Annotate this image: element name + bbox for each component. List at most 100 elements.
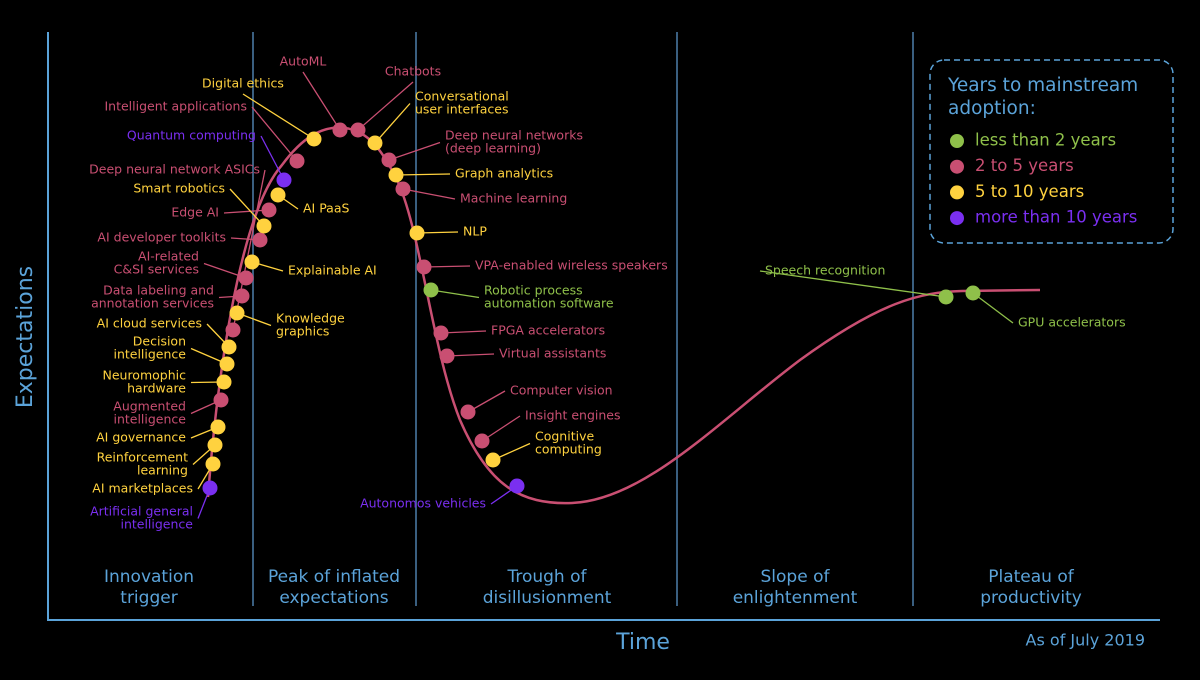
item-dot	[205, 456, 221, 472]
item-dot	[234, 288, 250, 304]
item-dot	[332, 122, 348, 138]
leader-line	[260, 135, 285, 181]
item-dot	[244, 254, 260, 270]
legend-swatch	[950, 134, 964, 148]
item-label: AI marketplaces	[92, 481, 193, 496]
item-dot	[238, 270, 254, 286]
item-dot	[256, 218, 272, 234]
item-label: Explainable AI	[288, 263, 377, 278]
leader-line	[251, 106, 298, 162]
leader-line	[242, 93, 315, 140]
item-label: Neuromophic	[102, 368, 186, 383]
leader-line	[374, 103, 411, 144]
item-label: annotation services	[91, 296, 214, 311]
item-label: AI-related	[138, 249, 199, 264]
item-label: user interfaces	[415, 102, 509, 117]
x-axis-label: Time	[615, 630, 670, 655]
item-label: FPGA accelerators	[491, 323, 605, 338]
item-label: C&SI services	[114, 262, 199, 277]
phase-label: trigger	[120, 588, 177, 608]
leader-line	[972, 292, 1014, 324]
item-dot	[261, 202, 277, 218]
legend-label: more than 10 years	[975, 208, 1137, 227]
leader-line	[430, 289, 480, 299]
item-label: Decision	[133, 334, 186, 349]
item-dot	[460, 404, 476, 420]
item-dot	[216, 374, 232, 390]
phase-label: Slope of	[761, 567, 831, 587]
item-label: Deep neural network ASICs	[89, 162, 260, 177]
item-label: (deep learning)	[445, 141, 541, 156]
leader-line	[388, 141, 441, 161]
item-label: GPU accelerators	[1018, 315, 1126, 330]
item-dot	[433, 325, 449, 341]
phase-label: productivity	[980, 588, 1082, 608]
item-label: Digital ethics	[202, 76, 284, 91]
legend-swatch	[950, 211, 964, 226]
item-label: intelligence	[113, 412, 186, 427]
leader-line	[440, 330, 487, 334]
leader-line	[232, 169, 266, 331]
leader-line	[223, 209, 270, 214]
leader-line	[229, 188, 265, 227]
item-dot	[416, 259, 432, 275]
phase-label: expectations	[279, 588, 388, 608]
item-label: Chatbots	[385, 64, 441, 79]
legend-label: 5 to 10 years	[975, 182, 1084, 201]
leader-line	[759, 270, 947, 298]
item-label: Graph analytics	[455, 166, 553, 181]
item-label: Speech recognition	[765, 263, 885, 278]
item-label: Knowledge	[276, 311, 345, 326]
item-dot	[367, 135, 383, 151]
phase-label: Peak of inflated	[268, 567, 400, 587]
item-dot	[388, 167, 404, 183]
y-axis-label: Expectations	[13, 266, 38, 408]
item-label: Autonomos vehicles	[360, 496, 486, 511]
item-label: Reinforcement	[97, 450, 188, 465]
item-dot	[306, 131, 322, 147]
item-label: Deep neural networks	[445, 128, 583, 143]
item-label: Augmented	[113, 399, 186, 414]
item-label: Artificial general	[90, 504, 193, 519]
item-label: Robotic process	[484, 283, 583, 298]
item-dot	[965, 285, 981, 301]
item-label: Edge AI	[171, 205, 219, 220]
item-dot	[276, 172, 292, 188]
item-label: AI governance	[96, 430, 186, 445]
item-dot	[219, 356, 235, 372]
legend-label: 2 to 5 years	[975, 156, 1074, 175]
phase-label: Innovation	[104, 567, 194, 587]
item-label: learning	[137, 463, 188, 478]
legend-title: adoption:	[948, 98, 1036, 119]
item-dot	[221, 339, 237, 355]
item-dot	[213, 392, 229, 408]
phase-label: Plateau of	[988, 567, 1075, 587]
item-label: Data labeling and	[103, 283, 214, 298]
item-dot	[509, 478, 525, 494]
item-dot	[270, 187, 286, 203]
legend-title: Years to mainstream	[947, 75, 1138, 96]
item-label: automation software	[484, 296, 614, 311]
item-label: AI cloud services	[97, 316, 202, 331]
item-label: hardware	[127, 381, 186, 396]
item-label: Machine learning	[460, 191, 567, 206]
leader-line	[481, 415, 521, 442]
item-label: Quantum computing	[127, 128, 256, 143]
item-label: VPA-enabled wireless speakers	[475, 258, 668, 273]
item-dot	[439, 348, 455, 364]
item-dot	[381, 152, 397, 168]
item-dot	[207, 437, 223, 453]
item-dot	[409, 225, 425, 241]
item-dot	[350, 122, 366, 138]
legend-label: less than 2 years	[975, 131, 1116, 150]
item-dot	[423, 282, 439, 298]
item-dot	[225, 322, 241, 338]
item-dot	[210, 419, 226, 435]
item-label: NLP	[463, 224, 487, 239]
item-label: graphics	[276, 324, 329, 339]
leader-line	[302, 71, 341, 131]
item-label: AI PaaS	[303, 201, 350, 216]
legend-box	[929, 59, 1174, 244]
